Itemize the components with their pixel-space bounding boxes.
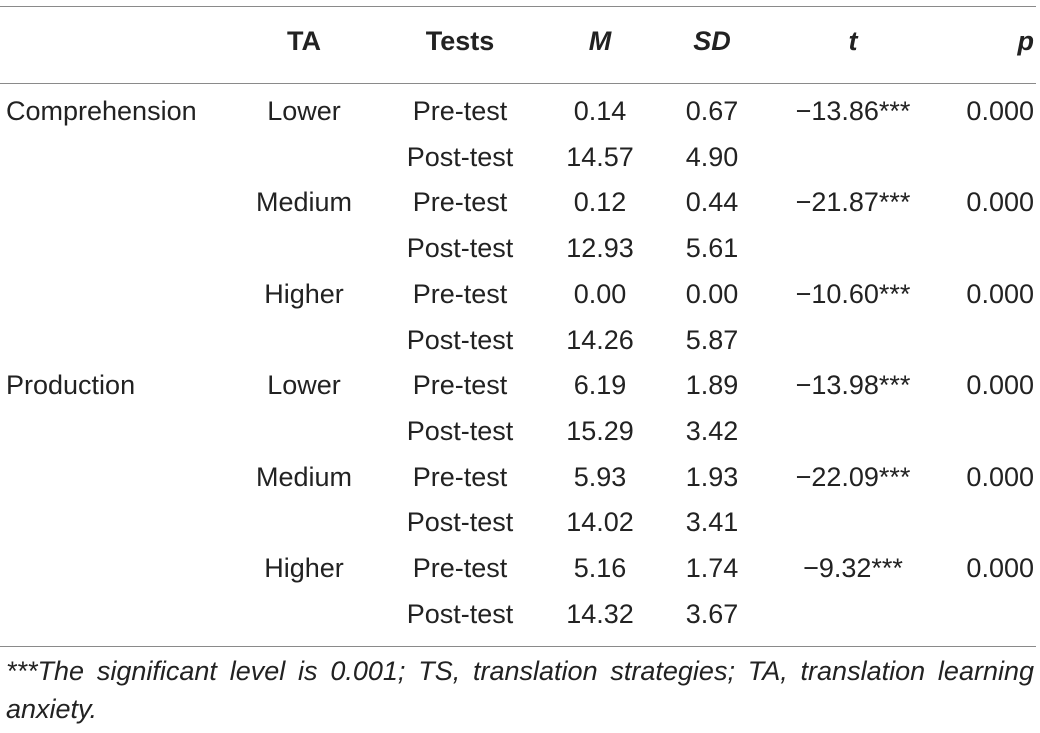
cell-sd: 5.87	[685, 325, 739, 355]
cell-ta: Higher	[264, 279, 344, 309]
cell-test: Post-test	[406, 416, 514, 446]
cell-ta: Medium	[255, 187, 353, 217]
cell-sd: 5.61	[685, 233, 739, 263]
cell-test: Pre-test	[412, 96, 508, 126]
cell-t: −9.32***	[803, 553, 903, 583]
cell-mean: 15.29	[566, 416, 634, 446]
cell-test: Pre-test	[412, 462, 508, 492]
cell-p: 0.000	[966, 187, 1034, 217]
header-t: t	[848, 26, 858, 56]
cell-p: 0.000	[966, 370, 1034, 400]
cell-t: −22.09***	[795, 462, 911, 492]
cell-t: −13.86***	[795, 96, 911, 126]
header-mean: M	[588, 26, 612, 56]
cell-sd: 1.89	[685, 370, 739, 400]
cell-ta: Lower	[267, 96, 341, 126]
cell-test: Post-test	[406, 599, 514, 629]
cell-sd: 3.42	[685, 416, 739, 446]
header-sd: SD	[693, 26, 731, 56]
cell-measure: Production	[6, 370, 136, 400]
cell-test: Post-test	[406, 325, 514, 355]
cell-t: −21.87***	[795, 187, 911, 217]
cell-p: 0.000	[966, 553, 1034, 583]
cell-sd: 4.90	[685, 142, 739, 172]
cell-mean: 14.32	[566, 599, 634, 629]
cell-sd: 1.74	[685, 553, 739, 583]
cell-test: Pre-test	[412, 553, 508, 583]
cell-mean: 14.26	[566, 325, 634, 355]
cell-sd: 3.41	[685, 507, 739, 537]
cell-test: Pre-test	[412, 187, 508, 217]
cell-mean: 0.00	[573, 279, 627, 309]
cell-t: −13.98***	[795, 370, 911, 400]
cell-sd: 1.93	[685, 462, 739, 492]
cell-test: Post-test	[406, 233, 514, 263]
cell-measure: Comprehension	[6, 96, 197, 126]
header-ta: TA	[287, 26, 321, 56]
cell-sd: 0.00	[685, 279, 739, 309]
table-bottom-rule	[0, 646, 1036, 647]
cell-sd: 3.67	[685, 599, 739, 629]
cell-mean: 14.02	[566, 507, 634, 537]
cell-p: 0.000	[966, 96, 1034, 126]
cell-test: Pre-test	[412, 279, 508, 309]
cell-mean: 12.93	[566, 233, 634, 263]
cell-sd: 0.44	[685, 187, 739, 217]
cell-mean: 14.57	[566, 142, 634, 172]
table-footnote: ***The significant level is 0.001; TS, t…	[6, 656, 1034, 724]
table-top-rule	[0, 6, 1036, 7]
cell-mean: 6.19	[573, 370, 627, 400]
cell-ta: Medium	[255, 462, 353, 492]
cell-p: 0.000	[966, 462, 1034, 492]
cell-test: Post-test	[406, 507, 514, 537]
cell-ta: Higher	[264, 553, 344, 583]
cell-mean: 5.93	[573, 462, 627, 492]
table-header-rule	[0, 83, 1036, 84]
cell-test: Post-test	[406, 142, 514, 172]
cell-mean: 0.14	[573, 96, 627, 126]
cell-mean: 5.16	[573, 553, 627, 583]
header-p: p	[1017, 26, 1035, 56]
cell-test: Pre-test	[412, 370, 508, 400]
header-tests: Tests	[425, 26, 495, 56]
cell-sd: 0.67	[685, 96, 739, 126]
cell-mean: 0.12	[573, 187, 627, 217]
cell-t: −10.60***	[795, 279, 911, 309]
cell-p: 0.000	[966, 279, 1034, 309]
cell-ta: Lower	[267, 370, 341, 400]
